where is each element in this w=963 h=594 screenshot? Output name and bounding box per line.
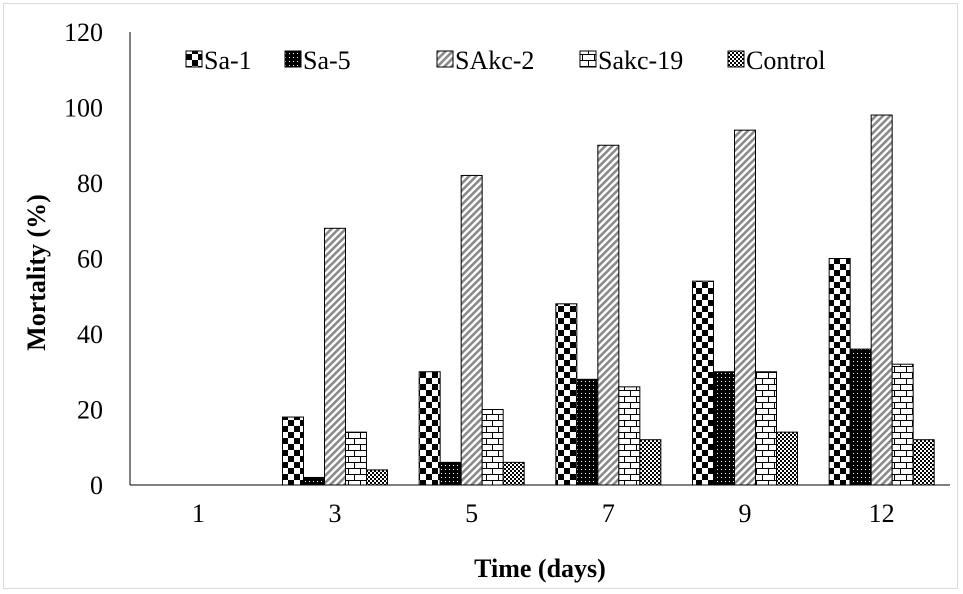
bar (555, 303, 578, 486)
x-tick-label: 1 (192, 499, 205, 528)
bar (755, 371, 777, 486)
bar (776, 431, 798, 486)
x-tick-label: 3 (329, 499, 342, 528)
x-tick-label: 7 (602, 499, 615, 528)
bar (828, 258, 851, 486)
legend-swatch (436, 50, 454, 68)
y-tick-label: 40 (77, 320, 103, 349)
bar (324, 227, 346, 486)
bar (912, 439, 935, 486)
x-tick-labels: 1 3 5 7 9 12 (192, 499, 895, 528)
x-axis-title: Time (days) (474, 554, 606, 583)
bar (870, 114, 893, 486)
bar (345, 431, 367, 486)
bar (418, 371, 441, 486)
axes (129, 32, 950, 486)
legend-swatch (579, 50, 597, 68)
bar (891, 363, 914, 486)
x-tick-label: 9 (739, 499, 752, 528)
bar (460, 174, 483, 486)
legend-label: SAkc-2 (455, 46, 534, 75)
bar (618, 386, 641, 486)
legend-swatch (284, 50, 302, 68)
legend-label: Sa-5 (303, 46, 351, 75)
y-tick-label: 20 (77, 396, 103, 425)
bar (481, 409, 504, 486)
legend-label: Sa-1 (204, 46, 252, 75)
y-tick-label: 120 (64, 18, 103, 47)
bar (282, 416, 304, 486)
legend-label: Sakc-19 (598, 46, 683, 75)
legend-label: Control (746, 46, 825, 75)
x-tick-label: 5 (465, 499, 478, 528)
y-tick-label: 80 (77, 169, 103, 198)
bar (849, 348, 872, 486)
bar (639, 439, 662, 486)
y-tick-label: 60 (77, 245, 103, 274)
legend-swatch (185, 50, 203, 68)
x-tick-label: 12 (869, 499, 895, 528)
bar (597, 144, 620, 486)
y-axis-title: Mortality (%) (22, 194, 51, 351)
bar (692, 280, 714, 486)
legend-swatch (727, 50, 745, 68)
bars (282, 114, 935, 486)
bar (366, 469, 388, 486)
legend: Sa-1 Sa-5 SAkc-2 Sakc-19 Control (185, 46, 825, 75)
bar (303, 476, 325, 486)
bar (502, 461, 525, 486)
y-tick-label: 0 (90, 471, 103, 500)
bar (439, 461, 462, 486)
bar (713, 371, 735, 486)
bar (734, 129, 756, 486)
y-tick-labels: 0 20 40 60 80 100 120 (64, 18, 103, 500)
y-tick-label: 100 (64, 94, 103, 123)
bar (576, 378, 599, 486)
